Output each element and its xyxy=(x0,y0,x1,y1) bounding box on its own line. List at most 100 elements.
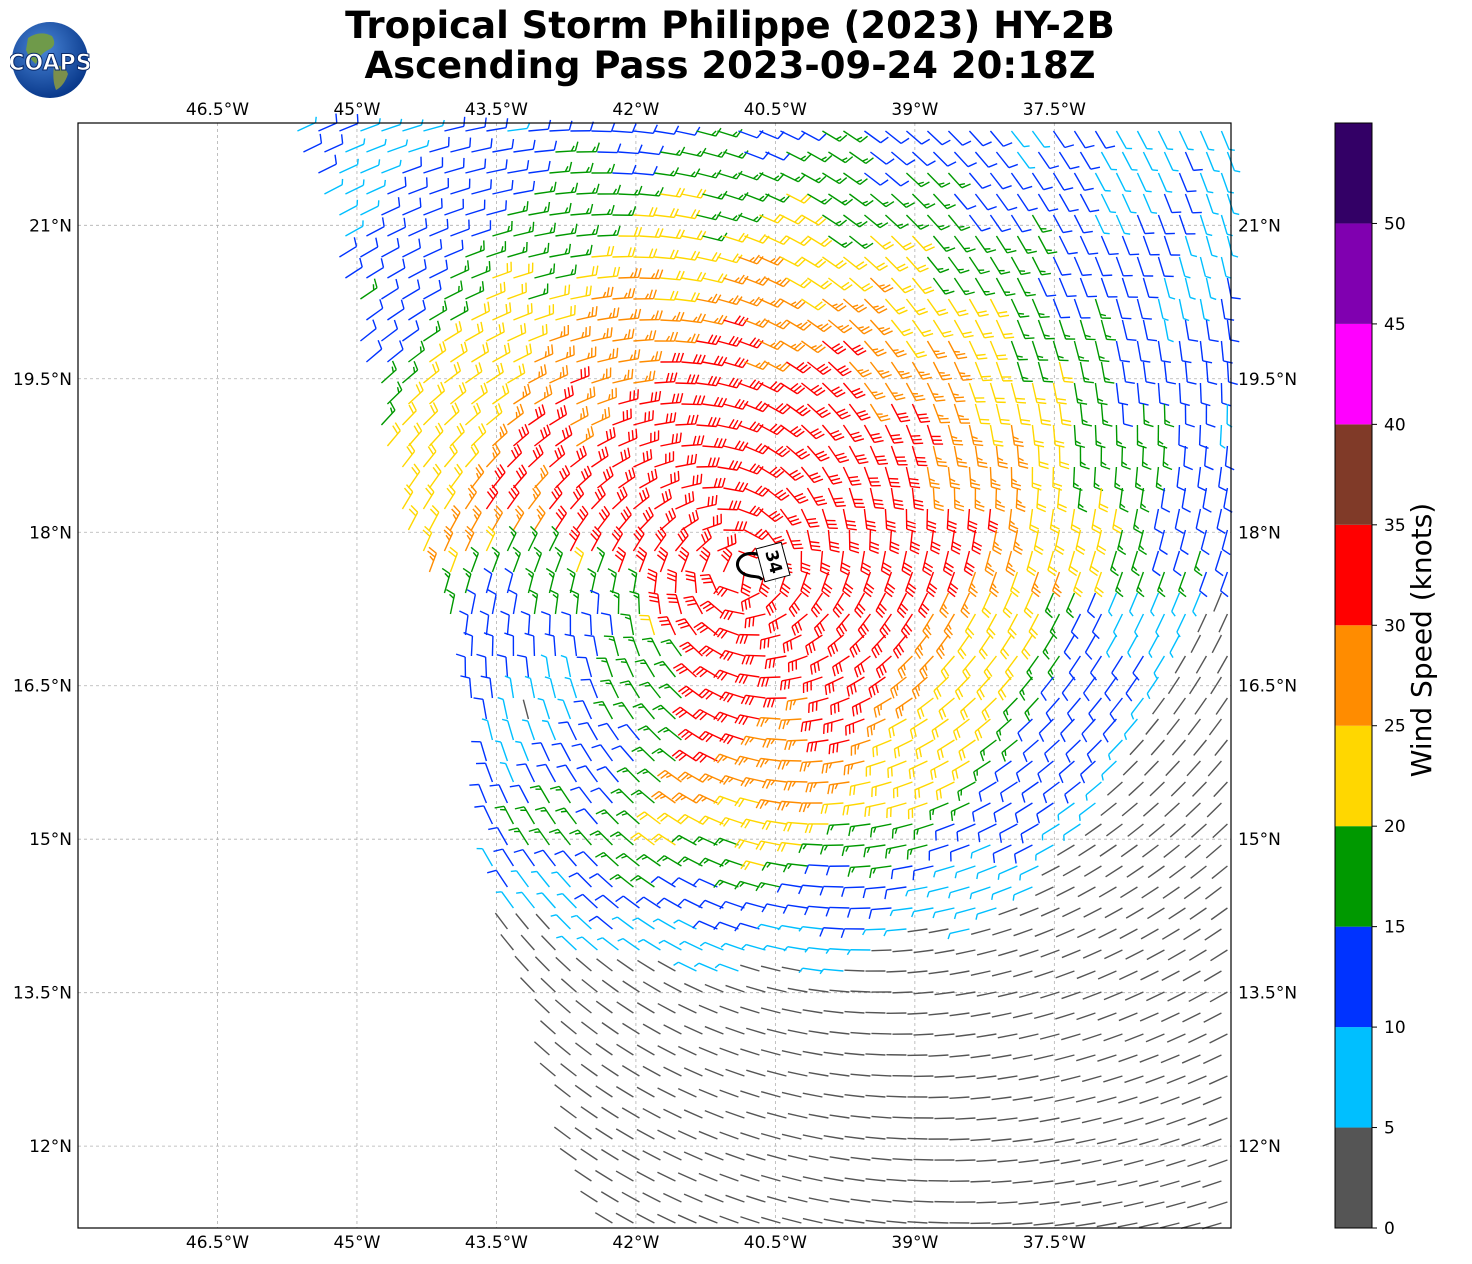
wind-barb xyxy=(984,550,995,577)
wind-barb xyxy=(587,568,597,594)
wind-barb xyxy=(1079,445,1090,470)
wind-barb xyxy=(1024,697,1039,722)
wind-barb xyxy=(1198,571,1208,598)
wind-barb xyxy=(768,613,787,634)
wind-barb xyxy=(500,610,510,636)
wind-barb xyxy=(580,1148,598,1161)
wind-barb xyxy=(1052,340,1069,362)
wind-barb xyxy=(1136,298,1152,320)
wind-barb xyxy=(1102,718,1117,743)
wind-barb xyxy=(540,1020,556,1035)
wind-barb xyxy=(1138,1222,1159,1229)
wind-barb xyxy=(557,698,572,720)
wind-barb xyxy=(704,1194,724,1203)
wind-barb xyxy=(696,494,718,510)
wind-barb xyxy=(1033,1054,1054,1061)
wind-barb xyxy=(1122,760,1138,776)
wind-barb xyxy=(541,935,556,951)
wind-barb xyxy=(654,249,679,260)
wind-barb xyxy=(576,936,598,951)
wind-barb xyxy=(524,632,536,657)
wind-barb xyxy=(979,739,997,762)
wind-barb xyxy=(507,403,525,426)
wind-barb xyxy=(574,1127,592,1140)
wind-barb xyxy=(633,289,657,300)
wind-barb xyxy=(702,513,722,531)
wind-barb xyxy=(677,1088,697,1098)
wind-barb xyxy=(615,1170,634,1182)
wind-barb xyxy=(761,861,787,871)
wind-barb xyxy=(851,697,871,717)
wind-barb xyxy=(528,119,552,132)
wind-barb xyxy=(574,546,585,573)
wind-barb xyxy=(1058,403,1072,427)
wind-barb xyxy=(871,1157,892,1161)
wind-barb xyxy=(1178,256,1191,279)
wind-barb xyxy=(725,1068,745,1077)
wind-barb xyxy=(549,120,573,132)
wind-barb xyxy=(717,418,743,430)
wind-barb xyxy=(366,299,384,321)
wind-barb xyxy=(848,445,869,465)
wind-barb xyxy=(1078,844,1096,857)
wind-barb xyxy=(848,235,874,249)
wind-barb xyxy=(1075,1222,1096,1227)
wind-barb xyxy=(612,164,637,175)
wind-barb xyxy=(781,966,802,972)
wind-barb xyxy=(890,865,913,880)
wind-barb xyxy=(639,390,662,405)
lon-tick-label-bottom: 43.5°W xyxy=(465,1233,528,1253)
wind-barb xyxy=(428,381,446,405)
wind-barb xyxy=(656,546,669,573)
wind-barb xyxy=(681,188,707,199)
wind-barb xyxy=(470,505,482,531)
wind-barb xyxy=(1037,445,1049,470)
wind-barb xyxy=(1220,130,1235,152)
wind-barb xyxy=(1082,991,1102,1000)
wind-barb xyxy=(615,658,635,678)
wind-barb xyxy=(1068,550,1079,577)
wind-barb xyxy=(460,675,473,699)
wind-barb xyxy=(807,277,833,290)
wind-barb xyxy=(596,546,606,573)
wind-barb xyxy=(696,375,722,387)
wind-barb xyxy=(653,526,667,552)
wind-barb xyxy=(1178,130,1194,151)
wind-barb xyxy=(580,1190,598,1203)
wind-barb xyxy=(1162,445,1173,471)
wind-barb xyxy=(1013,844,1033,864)
wind-barb xyxy=(781,1217,802,1224)
wind-barb xyxy=(983,655,997,681)
wind-barb xyxy=(860,550,871,576)
colorbar-tick-label: 15 xyxy=(1384,918,1406,938)
wind-barb xyxy=(784,739,808,751)
wind-barb xyxy=(612,447,631,468)
wind-barb xyxy=(531,742,551,762)
wind-barb xyxy=(408,218,428,237)
wind-barb xyxy=(1081,1075,1102,1083)
wind-barb xyxy=(637,725,661,741)
wind-barb xyxy=(955,991,976,996)
wind-barb xyxy=(1153,508,1164,534)
wind-barb xyxy=(1094,298,1111,319)
wind-barb xyxy=(1019,676,1033,701)
wind-barb xyxy=(1037,193,1059,212)
wind-barb xyxy=(515,913,529,930)
wind-barb xyxy=(1146,991,1165,1002)
wind-barb xyxy=(875,592,887,619)
lon-tick-label-bottom: 46.5°W xyxy=(186,1233,249,1253)
wind-barb xyxy=(1097,1054,1117,1062)
lat-tick-label-right: 16.5°N xyxy=(1238,677,1297,697)
wind-barb xyxy=(636,1044,655,1056)
wind-barb xyxy=(1216,508,1226,535)
wind-barb xyxy=(591,286,614,300)
wind-barb xyxy=(713,879,739,889)
wind-barb xyxy=(1219,424,1226,449)
wind-barb xyxy=(932,193,956,210)
wind-barb xyxy=(480,675,494,699)
wind-barb xyxy=(928,844,949,861)
wind-barb xyxy=(975,907,997,920)
wind-barb xyxy=(1167,991,1186,1002)
wind-barb xyxy=(556,892,577,909)
wind-barb xyxy=(844,1135,865,1140)
